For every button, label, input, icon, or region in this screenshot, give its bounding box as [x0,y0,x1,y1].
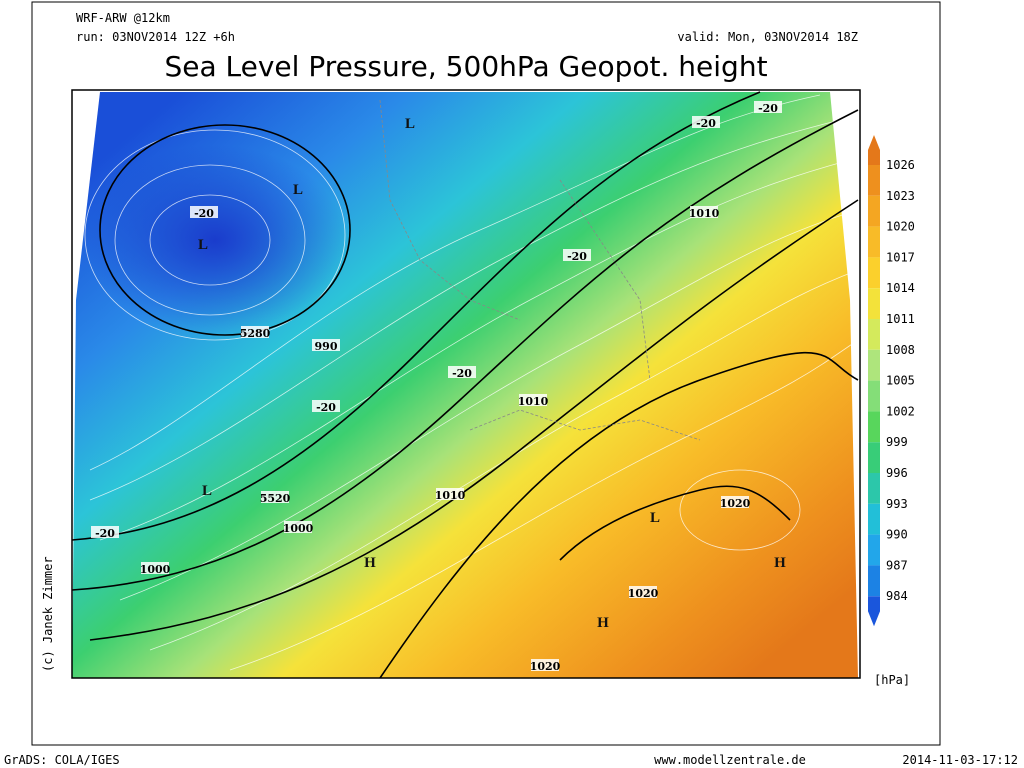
contour-label-bg [519,394,547,406]
colorbar-label: 993 [886,497,908,511]
contour-label: -20 [316,401,336,414]
contour-label: 1020 [720,497,751,510]
contour-label-bg [91,526,119,538]
contour-label-bg [312,400,340,412]
colorbar-label: 984 [886,589,908,603]
pressure-center: L [650,510,660,526]
colorbar-label: 996 [886,466,908,480]
colorbar-label: 999 [886,435,908,449]
contour-label: 1010 [689,207,720,220]
contour-label-bg [190,206,218,218]
pressure-center: H [364,555,376,571]
colorbar-swatch [868,288,880,319]
colorbar-swatch [868,226,880,258]
contour-label-bg [284,521,312,533]
contour-label: -20 [758,102,778,115]
colorbar-swatch [868,442,880,473]
contour-label-bg [448,366,476,378]
pressure-center: L [202,483,212,499]
footer-right: 2014-11-03-17:12 [902,753,1018,767]
credit: (c) Janek Zimmer [41,556,55,672]
pressure-center: L [293,182,303,198]
contour-label-bg [531,659,559,671]
map-field [72,91,859,678]
contour-label-bg [721,496,749,508]
contour-label-bg [690,206,718,218]
map-frame [71,89,861,679]
contour-label: -20 [696,117,716,130]
contour-label-bg [754,101,782,113]
contour-label: 1010 [518,395,549,408]
contour-label-bg [141,562,169,574]
pressure-center: L [198,237,208,253]
colorbar-swatch [868,503,880,535]
borders [379,99,701,441]
pressure-center: H [597,615,609,631]
contour-label: 5520 [260,492,291,505]
contour-label: 1010 [435,489,466,502]
colorbar-label: 1005 [886,374,915,388]
map-title: Sea Level Pressure, 500hPa Geopot. heigh… [164,50,767,83]
model-label: WRF-ARW @12km [76,11,170,25]
contour-label: -20 [95,527,115,540]
run-label: run: 03NOV2014 12Z +6h [76,30,235,44]
colorbar-label: 1008 [886,343,915,357]
colorbar-label: 1014 [886,281,915,295]
colorbar-unit: [hPa] [874,673,910,687]
colorbar-swatch [868,195,880,227]
contour-label: -20 [452,367,472,380]
colorbar-label: 987 [886,558,908,572]
contour-label-bg [261,491,289,503]
colorbar-swatch [868,257,880,289]
contour-label-bg [629,586,657,598]
contour-label: 5280 [240,327,271,340]
valid-label: valid: Mon, 03NOV2014 18Z [677,30,858,44]
low-core [85,145,345,335]
contour-label: 1020 [628,587,659,600]
colorbar-arrow-bottom [868,596,880,627]
contour-label: 990 [315,340,338,353]
colorbar-arrow-top [868,135,880,165]
contour-label: -20 [194,207,214,220]
contour-label-bg [563,249,591,261]
colorbar-label: 1011 [886,312,915,326]
pressure-center: H [774,555,786,571]
height-contours [72,91,859,678]
map-labels: L L L L L H H H 5280 5520 990 1000 1000 1010 1010 1010 1… [91,101,786,673]
pressure-center: L [405,116,415,132]
colorbar-swatch [868,473,880,504]
contour-label: 1000 [140,563,171,576]
colorbar-label: 1026 [886,158,915,172]
contour-label: 1000 [283,522,314,535]
contour-label-bg [241,326,269,338]
figure-frame [31,1,941,746]
colorbar-label: 1017 [886,250,915,264]
colorbar: 1026 1023 1020 1017 1014 1011 1008 1005 1002 999 9… [868,135,915,627]
colorbar-swatch [868,380,880,412]
colorbar-label: 1023 [886,189,915,203]
colorbar-label: 1020 [886,220,915,234]
colorbar-label: 990 [886,528,908,542]
colorbar-swatch [868,411,880,443]
contour-label-bg [692,116,720,128]
colorbar-swatch [868,565,880,597]
colorbar-swatch [868,534,880,566]
footer-center: www.modellzentrale.de [654,753,806,767]
contour-label: 1020 [530,660,561,673]
contour-label-bg [312,339,340,351]
colorbar-swatch [868,319,880,350]
colorbar-swatch [868,165,880,196]
colorbar-swatch [868,349,880,381]
isobars [84,94,859,671]
colorbar-label: 1002 [886,404,915,418]
contour-label: -20 [567,250,587,263]
footer-left: GrADS: COLA/IGES [4,753,120,767]
contour-label-bg [436,488,464,500]
